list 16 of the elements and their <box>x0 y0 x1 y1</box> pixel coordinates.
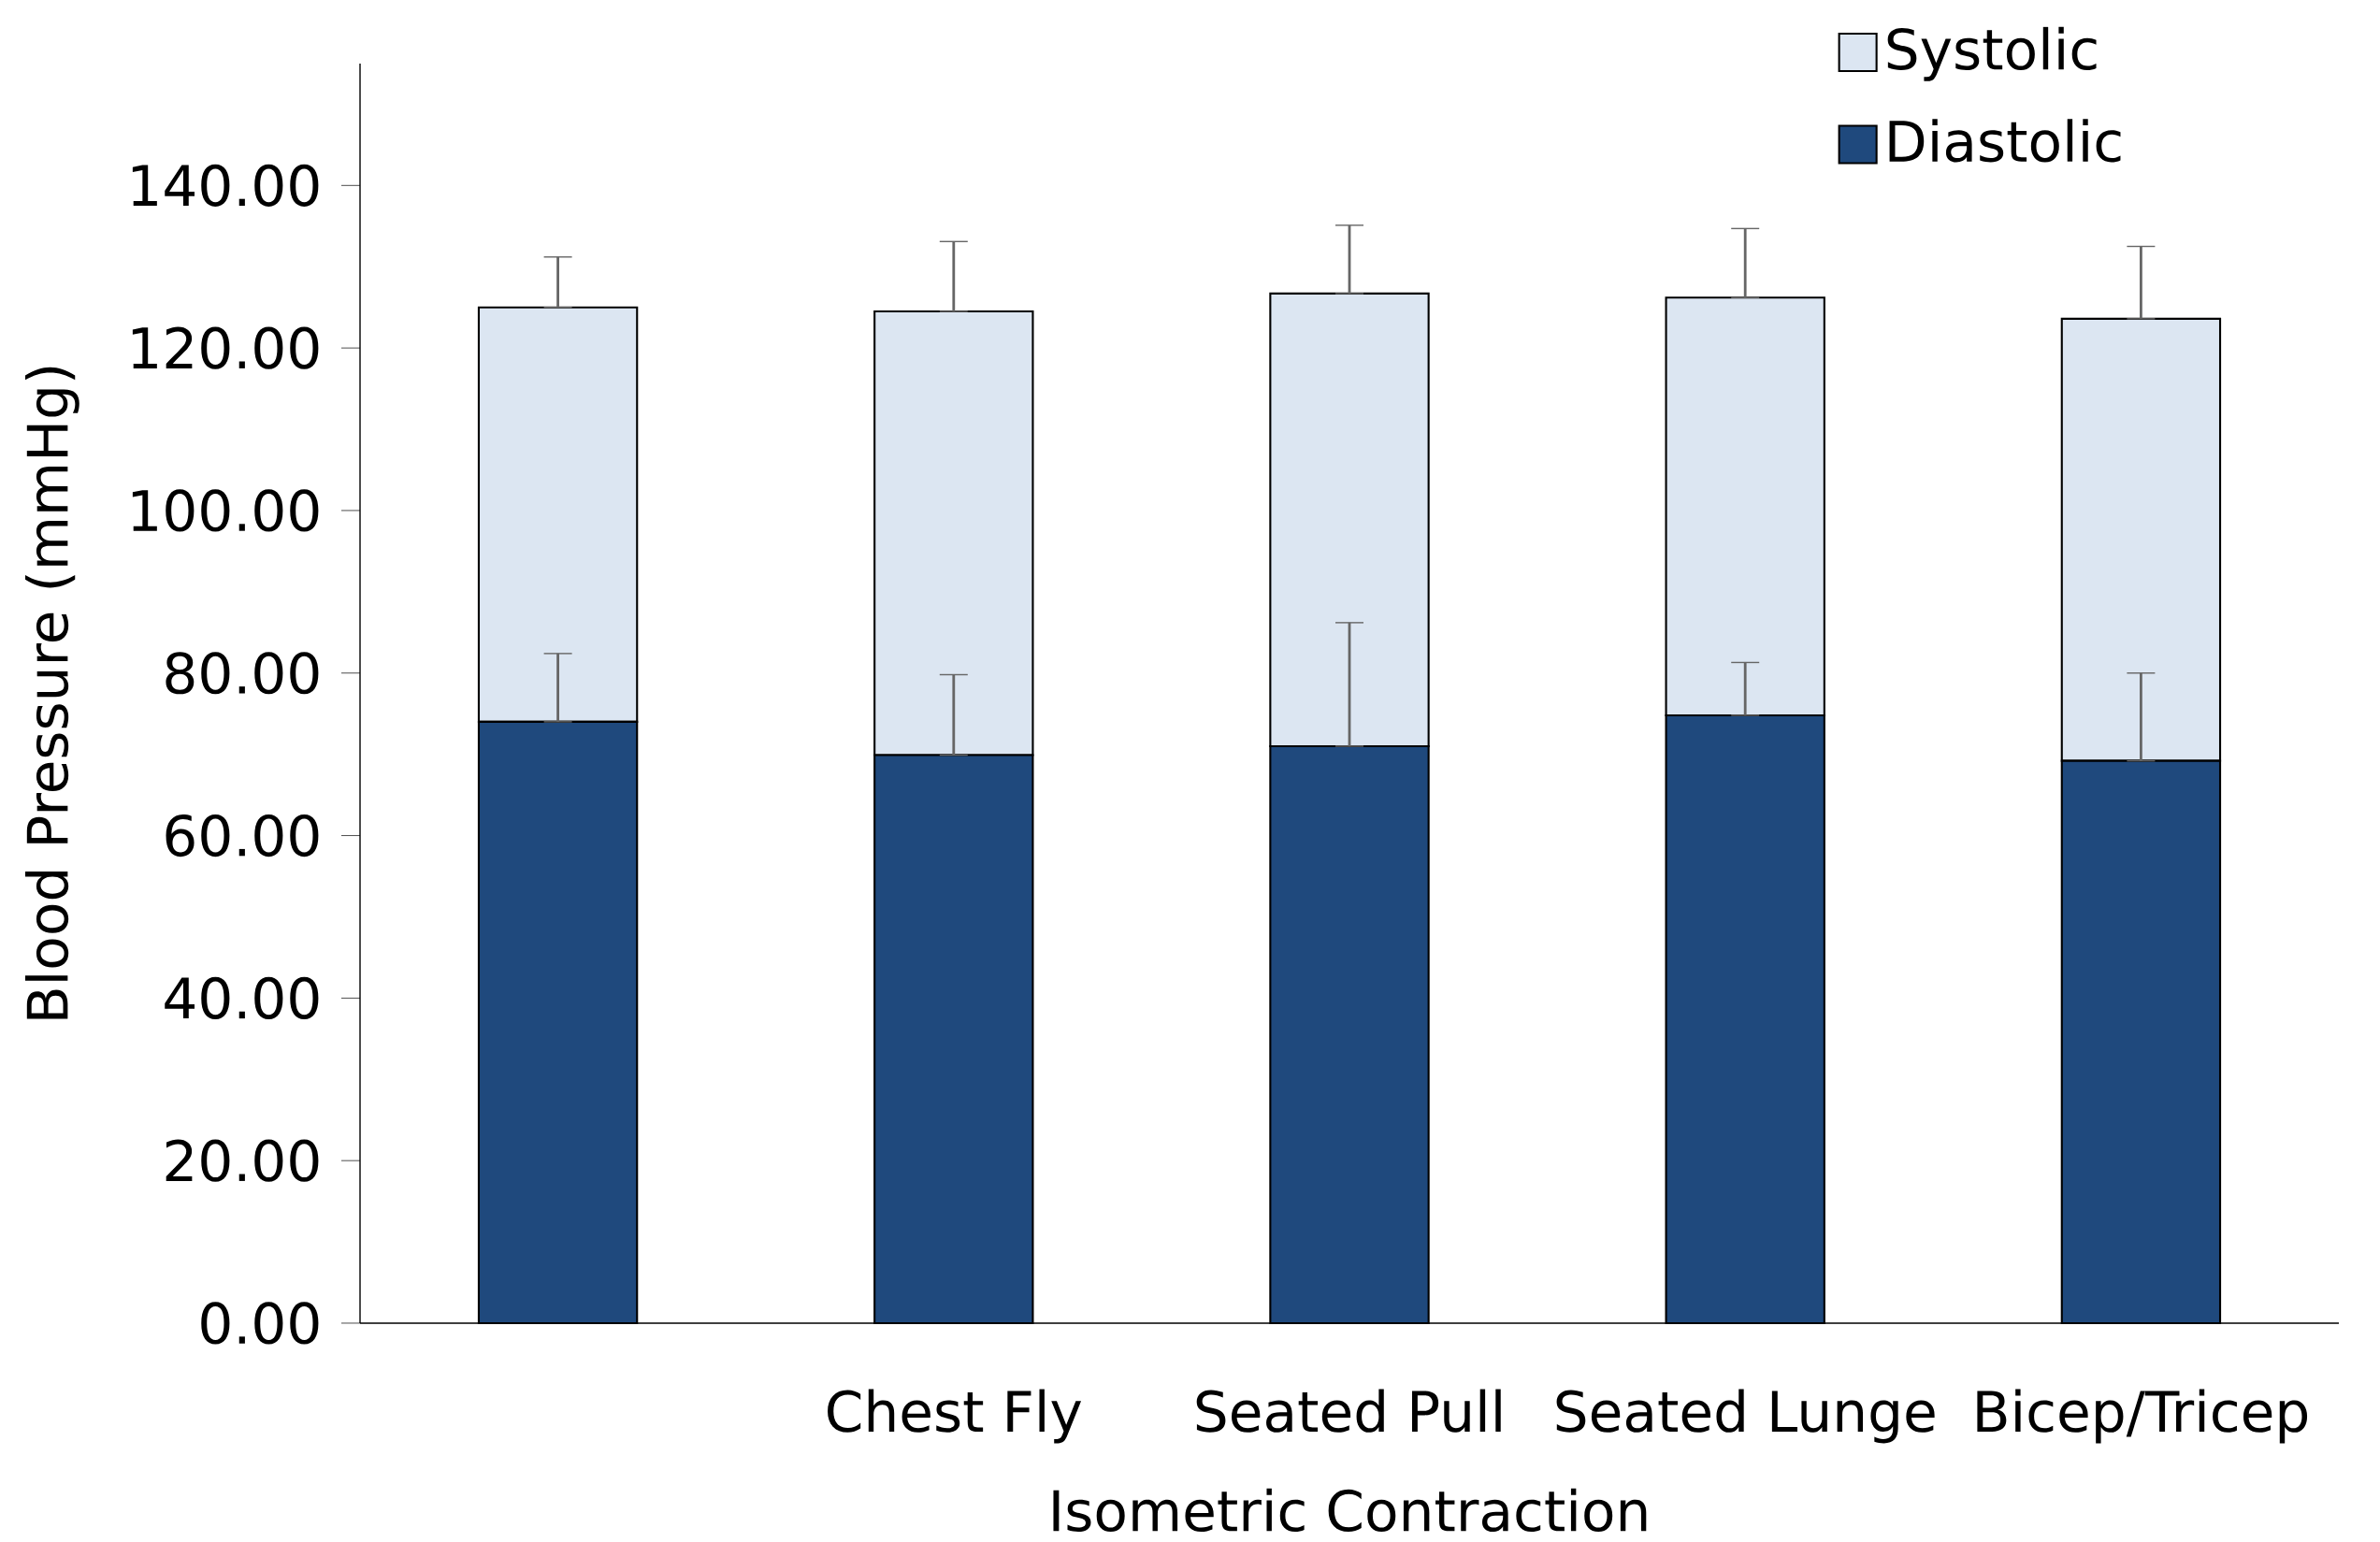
x-tick-label: Chest Fly <box>828 1389 1082 1444</box>
x-tick-label: Seated Lunge <box>1556 1389 1935 1444</box>
y-tick-label: 100.00 <box>132 489 319 532</box>
x-axis-title: Isometric Contraction <box>1053 1488 1647 1533</box>
legend-label: Systolic <box>1887 26 2097 81</box>
x-tick-label: Bicep/Tricep <box>1977 1389 2308 1444</box>
y-tick-label: 80.00 <box>166 652 319 695</box>
y-tick-label: 0.00 <box>201 1302 319 1345</box>
y-tick-label: 20.00 <box>166 1139 319 1182</box>
y-tick-label: 60.00 <box>166 814 319 857</box>
y-axis-title: Blood Pressure (mmHg) <box>24 367 79 1019</box>
y-tick-label: 120.00 <box>132 326 319 369</box>
y-tick-label: 40.00 <box>165 976 319 1019</box>
x-tick-label: Seated Pull <box>1196 1389 1501 1433</box>
legend-label: Diastolic <box>1889 119 2121 163</box>
y-tick-label: 140.00 <box>132 164 319 207</box>
